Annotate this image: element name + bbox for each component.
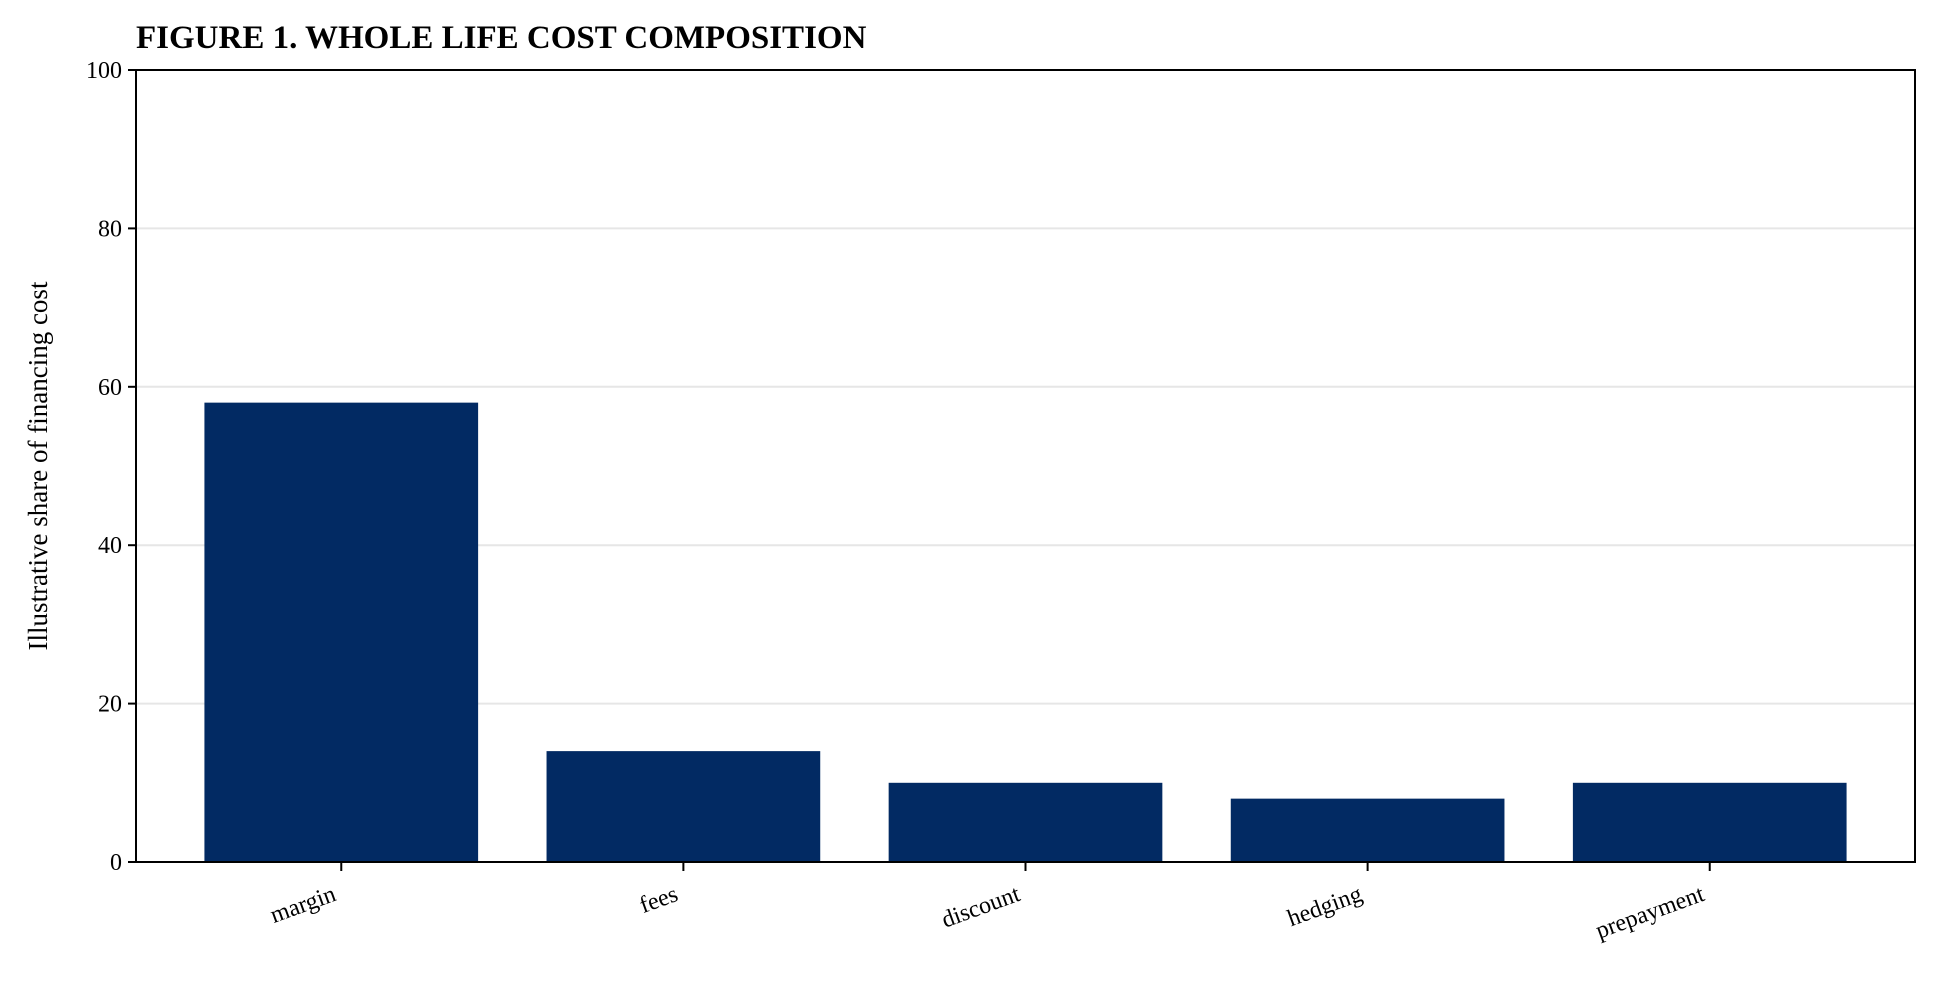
y-tick-label: 40: [98, 533, 122, 559]
bars: [204, 402, 1847, 862]
x-axis: margin fees discount hedging prepayment: [267, 862, 1711, 944]
bar-discount: [888, 782, 1163, 862]
bar-fees: [546, 751, 821, 862]
bar-hedging: [1230, 798, 1505, 862]
x-tick-label-margin: margin: [267, 881, 339, 929]
y-tick-label: 100: [86, 58, 122, 84]
y-tick-label: 0: [110, 850, 122, 876]
y-tick-label: 60: [98, 375, 122, 401]
x-tick-label-fees: fees: [636, 881, 681, 919]
bar-margin: [204, 402, 479, 862]
y-tick-label: 20: [98, 692, 122, 718]
x-tick-label-hedging: hedging: [1284, 881, 1366, 932]
y-axis-label: Illustrative share of financing cost: [23, 281, 53, 650]
y-axis: 0 20 40 60 80 100: [86, 58, 136, 876]
chart-title: FIGURE 1. WHOLE LIFE COST COMPOSITION: [136, 20, 867, 56]
bar-prepayment: [1572, 782, 1847, 862]
x-tick-label-discount: discount: [938, 881, 1024, 933]
x-tick-label-prepayment: prepayment: [1592, 881, 1708, 944]
y-tick-label: 80: [98, 216, 122, 242]
